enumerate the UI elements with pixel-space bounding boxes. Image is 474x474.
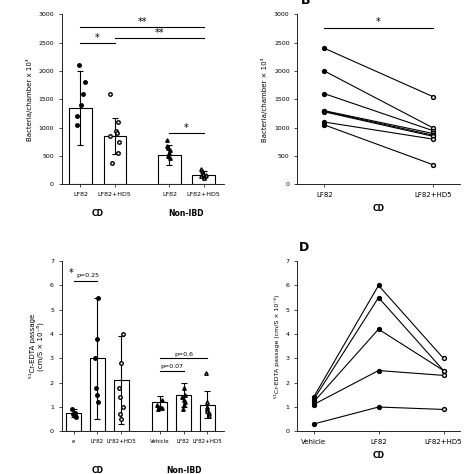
Bar (103, 136, 126, 184)
Text: CD: CD (91, 209, 103, 218)
Text: *: * (69, 268, 73, 278)
Bar (176, 395, 191, 431)
Bar (192, 175, 215, 184)
Text: p=0.07: p=0.07 (160, 365, 183, 369)
Text: B: B (301, 0, 310, 7)
Text: CD: CD (91, 465, 103, 474)
X-axis label: CD: CD (373, 450, 384, 459)
Text: *: * (184, 123, 189, 133)
Text: Non-IBD: Non-IBD (166, 465, 201, 474)
Bar (200, 405, 215, 431)
Bar (66, 413, 82, 431)
Y-axis label: Bacteria/chamber x 10³: Bacteria/chamber x 10³ (26, 58, 33, 141)
Text: p=0.25: p=0.25 (76, 273, 99, 278)
Text: *: * (95, 33, 100, 43)
Bar (69, 108, 91, 184)
Text: Non-IBD: Non-IBD (169, 209, 204, 218)
Y-axis label: Bacteria/chamber × 10³: Bacteria/chamber × 10³ (262, 57, 268, 142)
Bar (90, 358, 105, 431)
Text: D: D (299, 241, 309, 255)
Y-axis label: ⁵¹Cr-EDTA passage
(cm/S × 10⁻⁶): ⁵¹Cr-EDTA passage (cm/S × 10⁻⁶) (29, 314, 45, 378)
Text: *: * (376, 17, 381, 27)
Bar (114, 380, 129, 431)
Bar (152, 402, 167, 431)
Bar (158, 155, 181, 184)
Text: **: ** (155, 28, 164, 38)
Text: p=0.6: p=0.6 (174, 352, 193, 357)
Text: **: ** (137, 17, 147, 27)
X-axis label: CD: CD (373, 204, 384, 213)
Y-axis label: ⁵¹Cr-EDTA passage (cm/S × 10⁻⁶): ⁵¹Cr-EDTA passage (cm/S × 10⁻⁶) (274, 294, 280, 398)
